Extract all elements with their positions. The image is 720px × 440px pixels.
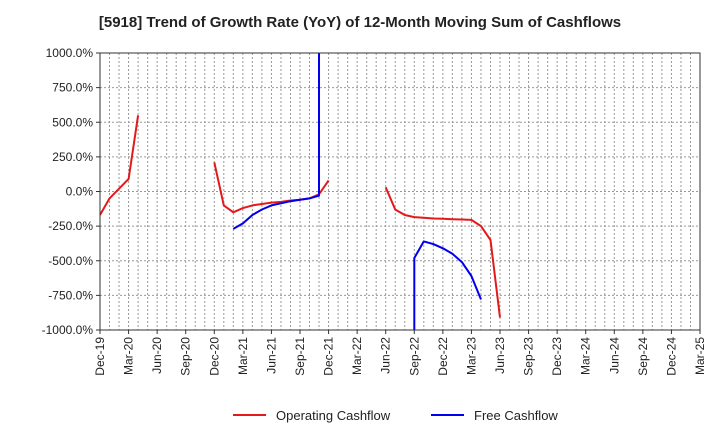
x-tick-label: Dec-24	[664, 337, 678, 376]
chart-title: [5918] Trend of Growth Rate (YoY) of 12-…	[98, 14, 622, 31]
x-tick-label: Sep-20	[179, 337, 193, 376]
x-tick-label: Sep-24	[636, 337, 650, 376]
series-line-operating-cashflow	[100, 115, 140, 216]
y-tick-label: -500.0%	[48, 254, 93, 268]
x-tick-label: Jun-21	[264, 337, 278, 374]
legend-label: Operating Cashflow	[276, 408, 391, 423]
y-tick-label: 1000.0%	[46, 46, 94, 60]
series-line-operating-cashflow	[384, 186, 501, 318]
legend-label: Free Cashflow	[474, 408, 558, 423]
x-tick-label: Dec-19	[93, 337, 107, 376]
x-tick-label: Dec-20	[207, 337, 221, 376]
x-tick-label: Jun-22	[379, 337, 393, 374]
x-tick-label: Sep-21	[293, 337, 307, 376]
axis-layer: 1000.0% 750.0% 500.0% 250.0% 0.0% -250.0% -500…	[42, 46, 707, 376]
x-tick-label: Sep-23	[522, 337, 536, 376]
x-tick-label: Mar-20	[122, 337, 136, 375]
legend-layer: Operating Cashflow Free Cashflow	[233, 408, 558, 423]
x-tick-label: Dec-21	[322, 337, 336, 376]
x-tick-label: Dec-22	[436, 337, 450, 376]
x-tick-label: Jun-20	[150, 337, 164, 374]
y-tick-label: -1000.0%	[42, 323, 94, 337]
y-tick-label: 500.0%	[52, 115, 93, 129]
y-tick-label: 0.0%	[66, 185, 94, 199]
series-layer	[100, 53, 501, 330]
y-tick-label: -750.0%	[48, 288, 93, 302]
x-tick-label: Mar-24	[579, 337, 593, 375]
series-line-free-cashflow	[413, 240, 482, 330]
x-tick-label: Mar-21	[236, 337, 250, 375]
x-tick-label: Dec-23	[550, 337, 564, 376]
x-tick-label: Mar-25	[693, 337, 707, 375]
y-tick-label: 750.0%	[52, 81, 93, 95]
x-tick-label: Sep-22	[407, 337, 421, 376]
x-tick-label: Mar-23	[464, 337, 478, 375]
y-tick-label: 250.0%	[52, 150, 93, 164]
x-tick-label: Jun-24	[607, 337, 621, 374]
x-tick-label: Mar-22	[350, 337, 364, 375]
y-tick-label: -250.0%	[48, 219, 93, 233]
grid-layer	[100, 53, 700, 330]
x-tick-label: Jun-23	[493, 337, 507, 374]
series-line-free-cashflow	[232, 53, 320, 230]
